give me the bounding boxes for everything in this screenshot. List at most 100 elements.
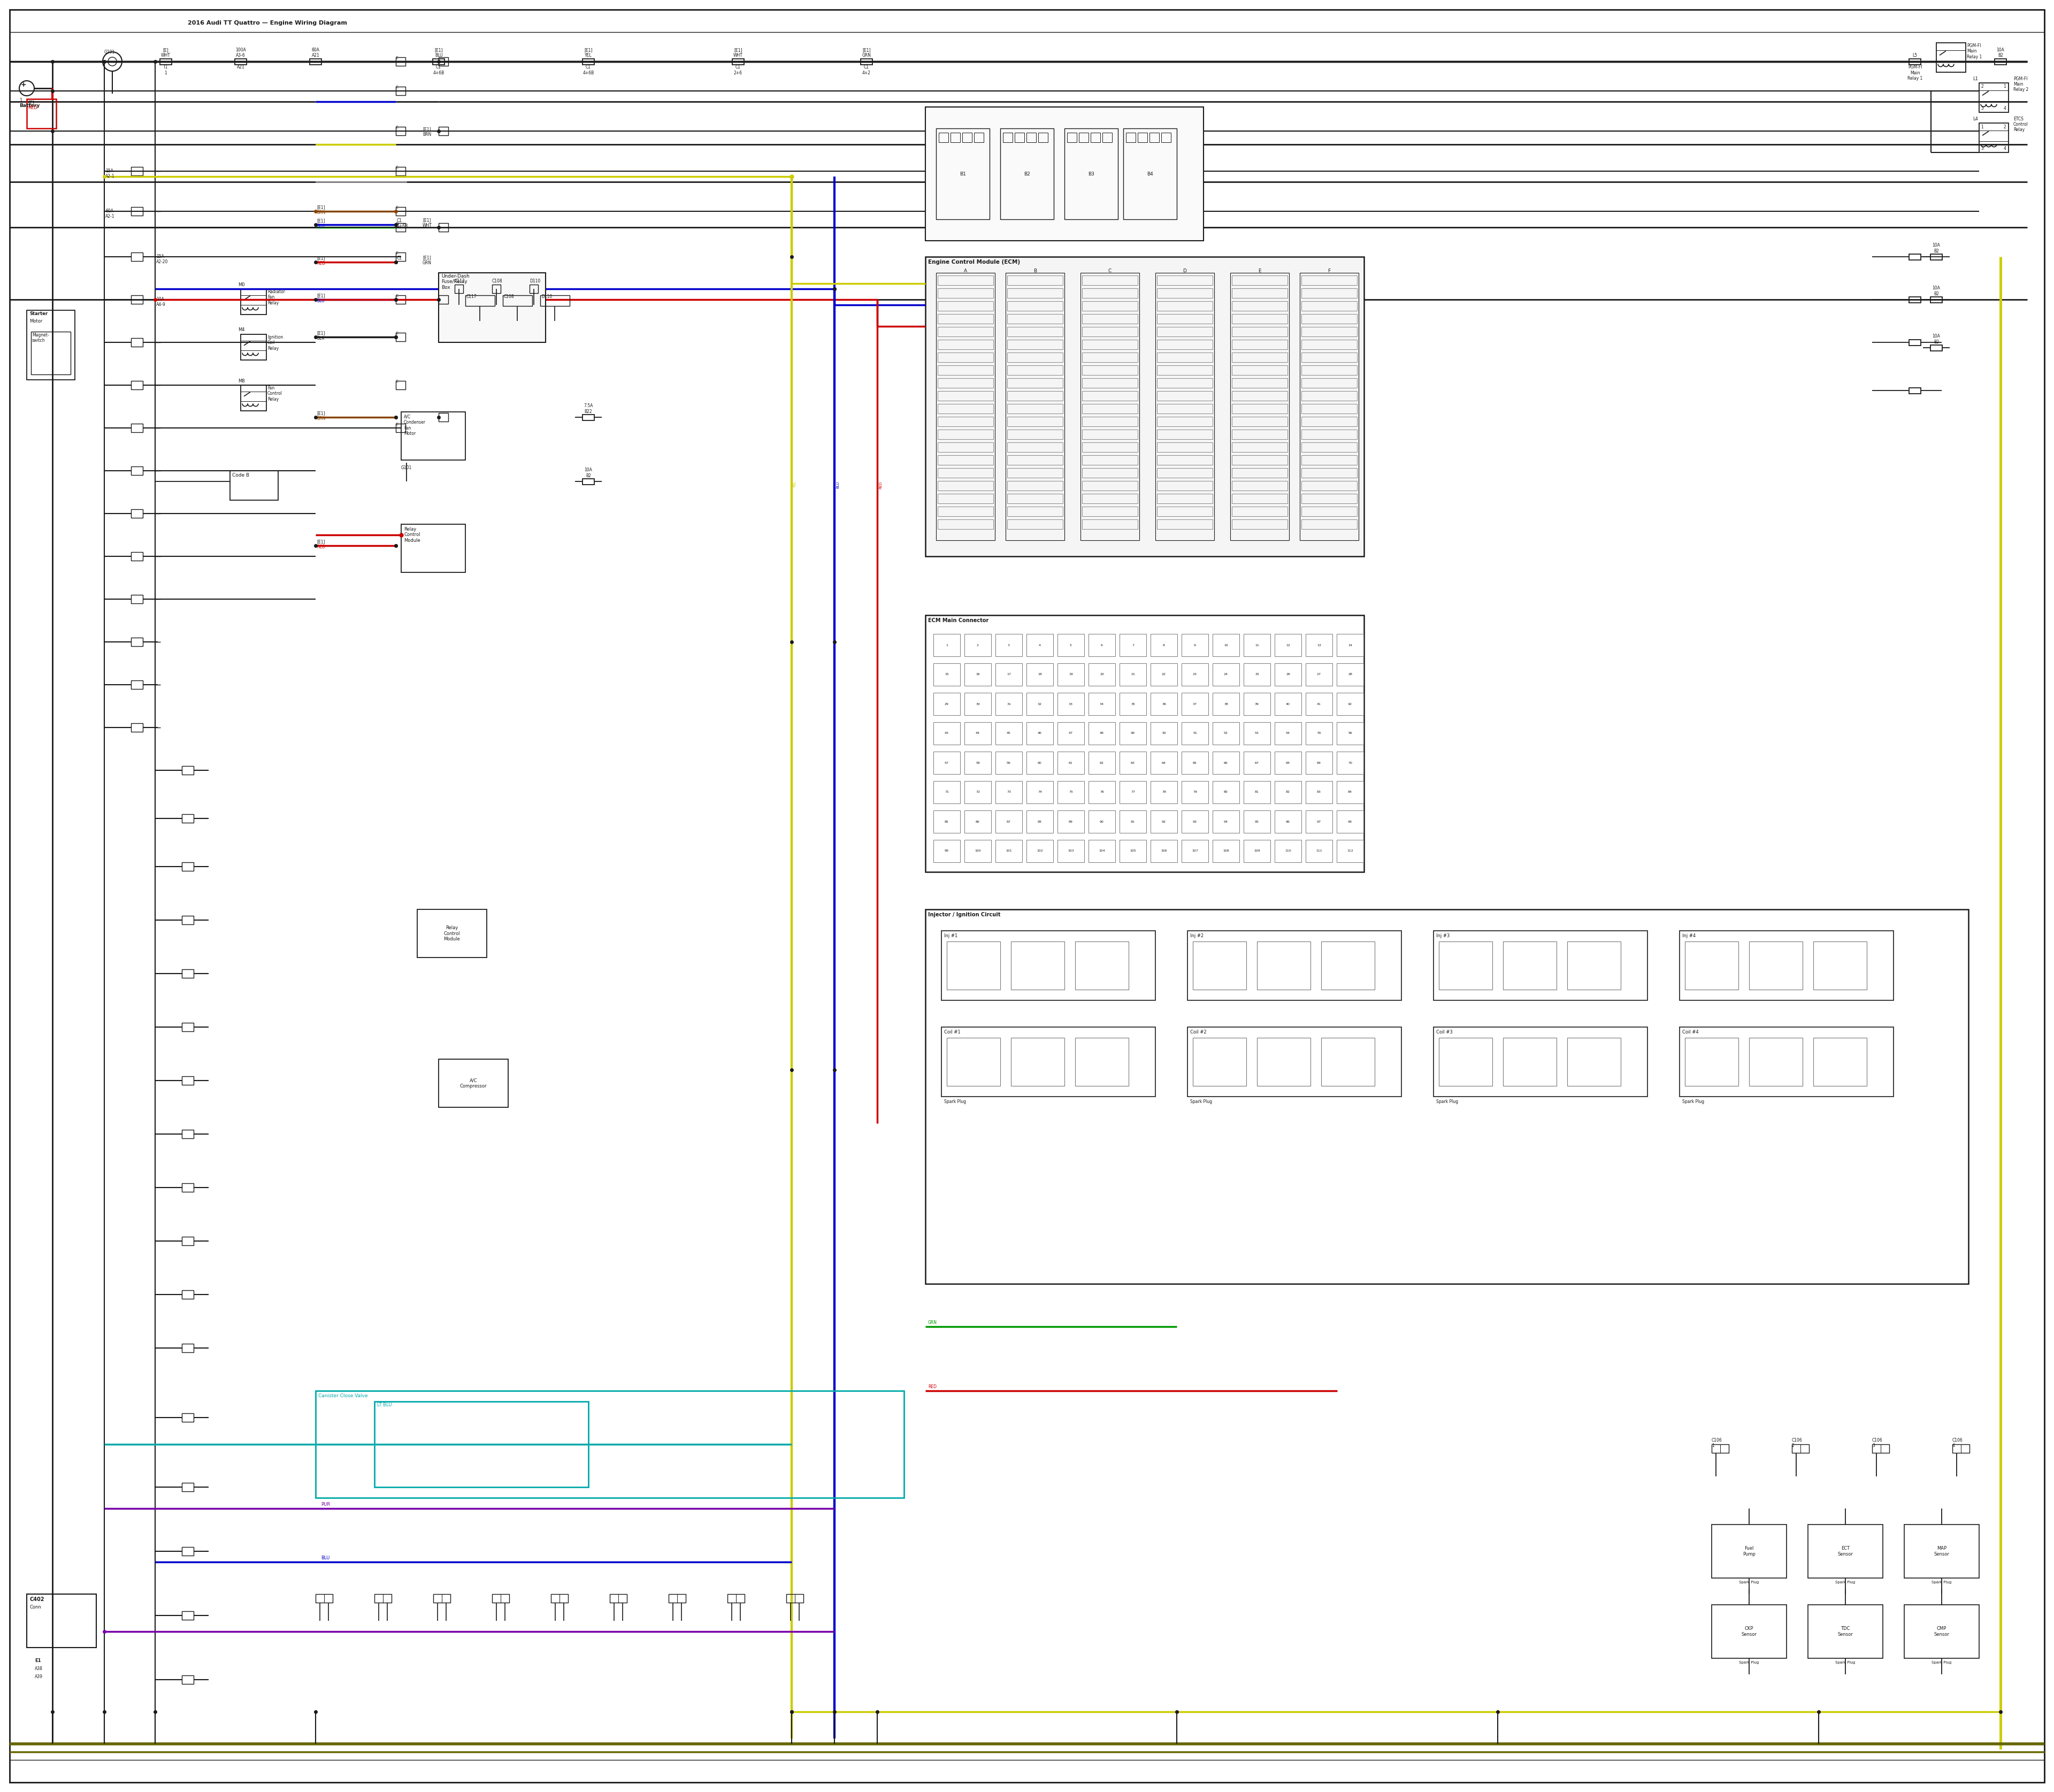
- Bar: [933, 694, 959, 715]
- Text: Relay
Control
Module: Relay Control Module: [444, 925, 460, 941]
- Bar: [374, 1401, 587, 1487]
- Bar: [1232, 289, 1288, 297]
- Text: 109: 109: [1253, 849, 1261, 853]
- Bar: [183, 1676, 193, 1684]
- Bar: [1074, 941, 1128, 989]
- Bar: [1232, 455, 1288, 464]
- Text: B3: B3: [1089, 172, 1095, 176]
- Bar: [1302, 276, 1358, 285]
- Text: C1
4+2: C1 4+2: [863, 65, 871, 75]
- Bar: [965, 810, 992, 833]
- Bar: [316, 1595, 325, 1602]
- Text: A: A: [963, 269, 967, 274]
- Bar: [1871, 1444, 1881, 1453]
- Bar: [1232, 340, 1288, 349]
- Text: TDC
Sensor: TDC Sensor: [1838, 1627, 1853, 1636]
- Bar: [1881, 1444, 1890, 1453]
- Bar: [1058, 634, 1085, 656]
- Bar: [1082, 520, 1138, 529]
- Bar: [1119, 810, 1146, 833]
- Bar: [1232, 326, 1288, 337]
- Text: CKP
Sensor: CKP Sensor: [1742, 1627, 1756, 1636]
- Bar: [939, 455, 994, 464]
- Bar: [1721, 1444, 1729, 1453]
- Bar: [1750, 941, 1803, 989]
- Text: BLK: BLK: [316, 335, 325, 340]
- Bar: [1212, 722, 1239, 745]
- Text: BLU: BLU: [836, 482, 840, 489]
- Text: 94: 94: [1224, 821, 1228, 823]
- Text: 50: 50: [1163, 733, 1167, 735]
- Bar: [1068, 133, 1076, 142]
- Bar: [183, 1546, 193, 1555]
- Bar: [951, 133, 959, 142]
- Bar: [1089, 694, 1115, 715]
- Text: ECM Main Connector: ECM Main Connector: [928, 618, 988, 624]
- Text: 58: 58: [976, 762, 980, 763]
- Bar: [583, 59, 594, 65]
- Bar: [396, 253, 405, 262]
- Bar: [1082, 455, 1138, 464]
- Bar: [1504, 941, 1557, 989]
- Bar: [396, 167, 405, 176]
- Bar: [433, 59, 444, 65]
- Bar: [1302, 289, 1358, 297]
- Text: 105: 105: [1130, 849, 1136, 853]
- Bar: [183, 1611, 193, 1620]
- Bar: [1300, 272, 1358, 539]
- Text: 73: 73: [1006, 790, 1011, 794]
- Bar: [1006, 314, 1062, 324]
- Text: 53: 53: [1255, 733, 1259, 735]
- Text: ECT
Sensor: ECT Sensor: [1838, 1546, 1853, 1557]
- Bar: [1089, 810, 1115, 833]
- Text: 21: 21: [1132, 674, 1136, 676]
- Text: 11: 11: [1255, 643, 1259, 647]
- Bar: [1082, 366, 1138, 375]
- Bar: [939, 340, 994, 349]
- Bar: [1337, 751, 1364, 774]
- Bar: [1156, 289, 1212, 297]
- Text: Spark Plug: Spark Plug: [945, 1098, 965, 1104]
- Bar: [1276, 694, 1302, 715]
- Bar: [1302, 378, 1358, 387]
- Bar: [1150, 751, 1177, 774]
- Bar: [382, 1595, 392, 1602]
- Bar: [396, 86, 405, 95]
- Bar: [733, 59, 744, 65]
- Bar: [1082, 276, 1138, 285]
- Text: G101: G101: [105, 50, 115, 54]
- Text: A39: A39: [35, 1674, 43, 1679]
- Text: RED: RED: [316, 545, 325, 550]
- Bar: [1232, 391, 1288, 401]
- Bar: [1181, 840, 1208, 862]
- Bar: [493, 285, 501, 294]
- Bar: [440, 412, 448, 421]
- Bar: [396, 296, 405, 305]
- Bar: [1243, 722, 1269, 745]
- Text: 55: 55: [1317, 733, 1321, 735]
- Bar: [1302, 468, 1358, 478]
- Bar: [939, 418, 994, 426]
- Bar: [1006, 430, 1062, 439]
- Bar: [939, 353, 994, 362]
- Text: PGM-FI
Main
Relay 1: PGM-FI Main Relay 1: [1908, 65, 1923, 81]
- Bar: [1306, 634, 1333, 656]
- Bar: [1321, 1038, 1374, 1086]
- Bar: [1006, 520, 1062, 529]
- Text: 60: 60: [1037, 762, 1041, 763]
- Text: Canister Close Valve: Canister Close Valve: [318, 1394, 368, 1398]
- Text: 10A
B2: 10A B2: [585, 468, 592, 478]
- Bar: [926, 256, 1364, 556]
- Bar: [1082, 430, 1138, 439]
- Text: 10A
B2: 10A B2: [1933, 285, 1941, 296]
- Text: L1: L1: [1972, 77, 1978, 81]
- Bar: [1337, 781, 1364, 803]
- Bar: [1243, 694, 1269, 715]
- Text: 85: 85: [945, 821, 949, 823]
- Bar: [440, 222, 448, 231]
- Text: 10A
B2: 10A B2: [1933, 244, 1941, 253]
- Bar: [1337, 840, 1364, 862]
- Bar: [131, 724, 144, 731]
- Bar: [1006, 340, 1062, 349]
- Text: Relay: Relay: [2013, 127, 2025, 133]
